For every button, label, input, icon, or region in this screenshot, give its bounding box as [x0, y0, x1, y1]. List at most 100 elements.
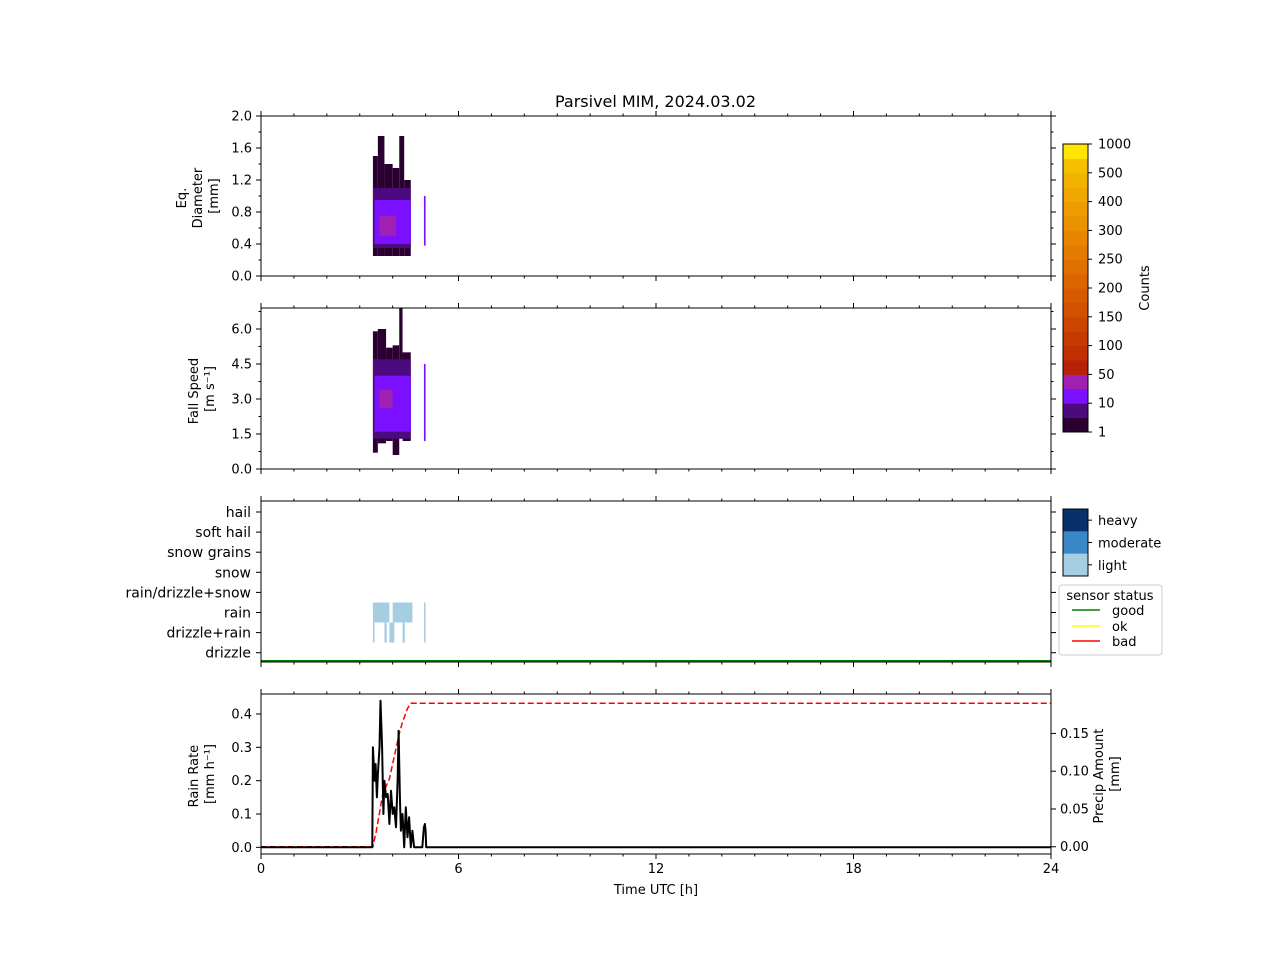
precip-type-heatmap [372, 602, 426, 643]
diameter-ylabel-line2: Diameter [191, 167, 206, 228]
heatmap-cell [379, 389, 393, 409]
counts-colorbar-block [1063, 302, 1088, 318]
intensity-colorbar-block [1063, 509, 1088, 532]
fall-speed-ylabel-line1: Fall Speed [187, 358, 202, 424]
counts-colorbar-block [1063, 244, 1088, 260]
legend-box [1058, 584, 1163, 656]
rain-rate-panel: 0 6 12 18 24 0.0 0.1 0.2 0.3 0.4 0.00 0.05 0.10 0.1… [187, 689, 1123, 898]
counts-colorbar-block [1063, 201, 1088, 217]
y-tick-label: 0.4 [231, 708, 252, 723]
precip-amount-y-ticks: 0.00 0.05 0.10 0.15 [1051, 727, 1089, 855]
counts-colorbar-block [1063, 230, 1088, 246]
diameter-ylabel-line3: [mm] [207, 178, 222, 213]
precip-type-cell [423, 622, 426, 643]
counts-colorbar-tick-label: 400 [1098, 195, 1123, 210]
fall-speed-axes-frame [260, 307, 1052, 470]
diameter-panel: 0.0 0.4 0.8 1.2 1.6 2.0 Eq. Diameter [mm] [175, 110, 1056, 285]
fall-speed-panel: 0.0 1.5 3.0 4.5 6.0 Fall Speed [m s⁻¹] [187, 303, 1056, 478]
counts-colorbar-block [1063, 288, 1088, 303]
legend-bad-label: bad [1112, 635, 1136, 650]
counts-colorbar-tick-label: 1 [1098, 426, 1106, 441]
category-label: soft hail [195, 525, 251, 541]
legend-good-label: good [1112, 604, 1144, 619]
fall-speed-y-ticks: 0.0 1.5 3.0 4.5 6.0 [231, 311, 1056, 478]
category-label: hail [226, 505, 251, 521]
diameter-ylabel-line1: Eq. [175, 188, 190, 209]
counts-colorbar-block [1063, 417, 1088, 433]
precip-type-y-ticks: hail soft hail snow grains snow rain/drizzle… [126, 505, 1056, 662]
precip-amount-ylabel: Precip Amount [mm] [1092, 724, 1123, 823]
precip-type-cell [389, 622, 395, 643]
x-tick-label: 18 [845, 862, 862, 877]
precip-type-cell [423, 602, 426, 623]
rain-rate-axes-frame [260, 693, 1052, 855]
heatmap-cell [379, 216, 396, 236]
counts-colorbar-ticks: 1 10 50 100 150 200 250 300 400 500 1000 [1088, 138, 1131, 441]
precip-type-cell [392, 602, 413, 623]
y-tick-label: 1.2 [231, 174, 252, 189]
heatmap-cell [423, 196, 426, 246]
y-tick-label: 4.5 [231, 358, 252, 373]
intensity-colorbar-blocks [1063, 509, 1088, 577]
rain-rate-x-ticks: 0 6 12 18 24 [257, 689, 1059, 877]
legend-ok-label: ok [1112, 620, 1128, 635]
counts-colorbar-tick-label: 10 [1098, 397, 1115, 412]
counts-colorbar-block [1063, 360, 1088, 375]
counts-colorbar-tick-label: 200 [1098, 282, 1123, 297]
precip-type-panel: hail soft hail snow grains snow rain/drizzle… [126, 496, 1056, 667]
intensity-colorbar: heavy moderate light [1062, 508, 1161, 577]
counts-colorbar-block [1063, 316, 1088, 332]
category-label: drizzle+rain [166, 626, 251, 642]
precip-amount-ylabel-line1: Precip Amount [1092, 729, 1107, 824]
rain-rate-ylabel: Rain Rate [mm h⁻¹] [187, 741, 218, 808]
counts-colorbar-label: Counts [1138, 265, 1153, 311]
y-tick-label: 3.0 [231, 393, 252, 408]
counts-colorbar-block [1063, 403, 1088, 419]
intensity-colorbar-tick-label: light [1098, 559, 1127, 574]
y2-tick-label: 0.00 [1060, 840, 1089, 855]
counts-colorbar-block [1063, 259, 1088, 275]
precip-amount-ylabel-line2: [mm] [1108, 756, 1123, 791]
counts-colorbar-block [1063, 187, 1088, 203]
y2-tick-label: 0.15 [1060, 727, 1089, 742]
counts-colorbar-tick-label: 150 [1098, 310, 1123, 325]
counts-colorbar: 1 10 50 100 150 200 250 300 400 500 1000 Counts [1062, 138, 1153, 441]
precip-type-cell [384, 622, 387, 643]
x-tick-label: 12 [648, 862, 665, 877]
y-tick-label: 0.4 [231, 238, 252, 253]
y-tick-label: 0.0 [231, 270, 252, 285]
diameter-axes-frame [260, 115, 1052, 277]
fall-speed-ylabel: Fall Speed [m s⁻¹] [187, 354, 218, 425]
precip-type-cell [372, 602, 390, 623]
counts-colorbar-block [1063, 388, 1088, 404]
diameter-y-ticks: 0.0 0.4 0.8 1.2 1.6 2.0 [231, 110, 1056, 285]
y-tick-label: 2.0 [231, 110, 252, 125]
fall-speed-heatmap [372, 308, 426, 455]
counts-colorbar-block [1063, 345, 1088, 361]
y2-tick-label: 0.10 [1060, 765, 1089, 780]
intensity-colorbar-tick-label: moderate [1098, 537, 1161, 552]
counts-colorbar-tick-label: 1000 [1098, 138, 1131, 153]
y-tick-label: 0.0 [231, 463, 252, 478]
category-label: drizzle [205, 646, 251, 662]
y2-tick-label: 0.05 [1060, 802, 1089, 817]
y-tick-label: 0.1 [231, 808, 252, 823]
rain-rate-line [261, 699, 1051, 849]
category-label: rain/drizzle+snow [126, 585, 251, 601]
counts-colorbar-block [1063, 172, 1088, 188]
rain-rate-ylabel-line1: Rain Rate [187, 745, 202, 808]
sensor-status-legend: sensor status good ok bad [1058, 584, 1163, 656]
intensity-colorbar-block [1063, 553, 1088, 577]
y-tick-label: 1.5 [231, 428, 252, 443]
counts-colorbar-tick-label: 300 [1098, 224, 1123, 239]
diameter-heatmap [372, 136, 426, 256]
heatmap-cell [423, 364, 426, 441]
counts-colorbar-block [1063, 158, 1088, 174]
intensity-colorbar-tick-label: heavy [1098, 514, 1138, 529]
precip-type-cell [372, 622, 375, 643]
counts-colorbar-tick-label: 250 [1098, 253, 1123, 268]
rain-rate-ylabel-line2: [mm h⁻¹] [203, 744, 218, 804]
counts-colorbar-block [1063, 273, 1088, 289]
y-tick-label: 0.2 [231, 774, 252, 789]
intensity-colorbar-ticks: heavy moderate light [1088, 514, 1161, 574]
